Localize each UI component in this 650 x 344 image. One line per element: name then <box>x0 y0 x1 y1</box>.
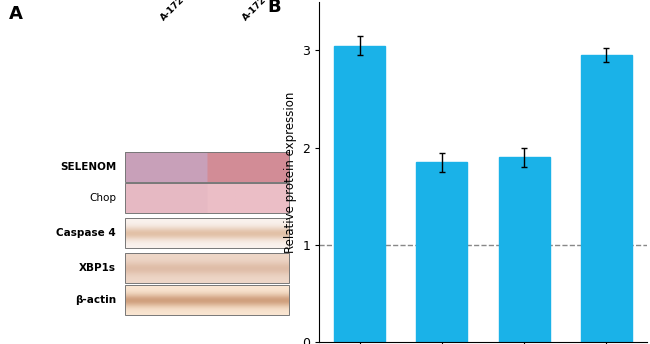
Text: XBP1s: XBP1s <box>79 264 116 273</box>
Text: A: A <box>9 5 23 23</box>
Y-axis label: Relative protein expression: Relative protein expression <box>283 91 296 253</box>
Text: Caspase 4: Caspase 4 <box>57 228 116 238</box>
Text: β-actin: β-actin <box>75 295 116 305</box>
Bar <box>125 254 289 283</box>
Bar <box>125 218 289 248</box>
Text: A-172+hSELENOM: A-172+hSELENOM <box>241 0 313 22</box>
Bar <box>499 158 550 342</box>
Bar <box>334 45 385 342</box>
Text: B: B <box>267 0 281 16</box>
Text: A-172+buffer: A-172+buffer <box>159 0 214 22</box>
Bar <box>417 162 467 342</box>
Text: Chop: Chop <box>89 193 116 203</box>
Bar <box>125 183 289 213</box>
Bar <box>125 285 289 315</box>
Bar <box>581 55 632 342</box>
Text: SELENOM: SELENOM <box>60 162 116 172</box>
Bar <box>125 152 289 182</box>
